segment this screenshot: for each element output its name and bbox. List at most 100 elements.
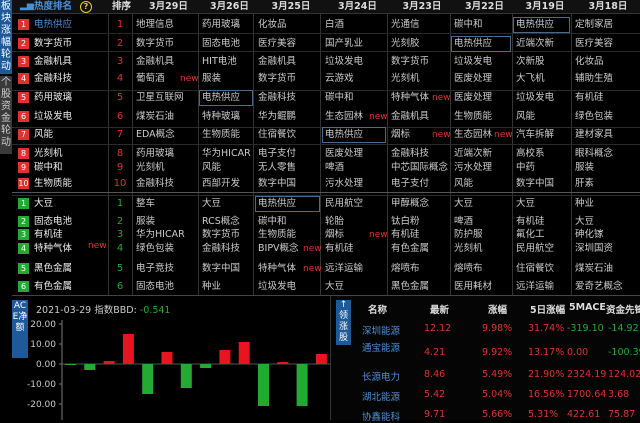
sector-cell[interactable]: 汽车拆解 — [516, 129, 555, 140]
ranked-sector[interactable]: 垃圾发电 — [34, 111, 73, 122]
sector-cell[interactable]: 华为鲲鹏 — [258, 111, 297, 122]
ranked-sector[interactable]: 有机硅 — [34, 229, 63, 240]
ranked-sector[interactable]: 碳中和 — [34, 162, 63, 173]
sector-cell[interactable]: 药用玻璃 — [136, 148, 175, 159]
sector-cell[interactable]: 氟化工 — [516, 229, 545, 240]
sector-cell[interactable]: 啤酒 — [454, 216, 474, 227]
ranked-sector[interactable]: 黑色金属 — [34, 263, 73, 274]
sector-cell[interactable]: 黑色金属 — [391, 281, 430, 292]
sector-cell[interactable]: 爱奇艺概念 — [575, 281, 623, 292]
sector-cell[interactable]: 整车 — [136, 198, 156, 209]
sector-cell[interactable]: 金融科技 — [391, 148, 430, 159]
sector-cell[interactable]: 电热供应 — [451, 36, 511, 52]
sector-cell[interactable]: 华为HICAR — [136, 229, 185, 240]
sector-cell[interactable]: 大豆 — [454, 198, 474, 209]
sector-cell[interactable]: 西部开发 — [202, 178, 241, 189]
ranked-sector[interactable]: 电热供应 — [34, 19, 73, 30]
sector-cell[interactable]: EDA概念 — [136, 129, 175, 140]
sector-cell[interactable]: 葡萄酒 — [136, 73, 165, 84]
sector-cell[interactable]: 有机硅 — [325, 243, 354, 254]
sector-cell[interactable]: 白酒 — [325, 19, 345, 30]
sector-cell[interactable]: 数字中国 — [258, 178, 297, 189]
sector-cell[interactable]: 数字中国 — [516, 178, 555, 189]
tab-leading-stocks[interactable]: ↑ 领涨股 — [336, 300, 351, 345]
tab-sector-rotation[interactable]: 板块涨幅轮动 — [0, 0, 12, 74]
ranked-sector[interactable]: 数字货币 — [34, 38, 73, 49]
ranked-sector[interactable]: 金融机具 — [34, 56, 73, 67]
column-header[interactable]: 5MACE — [569, 302, 606, 313]
ranked-sector[interactable]: 特种气体 — [34, 243, 73, 254]
sector-cell[interactable]: 特种气体 — [391, 92, 430, 103]
sector-cell[interactable]: 近端次新 — [516, 38, 555, 49]
sector-cell[interactable]: 垃圾发电 — [258, 281, 297, 292]
sector-cell[interactable]: 种业 — [575, 198, 595, 209]
sector-cell[interactable]: 电热供应 — [255, 196, 320, 212]
help-icon[interactable]: ? — [80, 1, 92, 13]
sector-cell[interactable]: 电子竞技 — [136, 263, 175, 274]
sector-cell[interactable]: 医用耗材 — [454, 281, 493, 292]
sector-cell[interactable]: 医疗美容 — [258, 38, 297, 49]
sector-cell[interactable]: 大豆 — [325, 281, 345, 292]
sector-cell[interactable]: 光刻机 — [454, 243, 483, 254]
sector-cell[interactable]: 生物质能 — [202, 129, 241, 140]
sector-cell[interactable]: 电子支付 — [258, 148, 297, 159]
sector-cell[interactable]: 金融机具 — [391, 111, 430, 122]
column-header[interactable]: 最新 — [430, 305, 450, 316]
sector-cell[interactable]: 国产乳业 — [325, 38, 364, 49]
sector-cell[interactable]: 生态园林 — [454, 129, 493, 140]
sector-cell[interactable]: 有色金属 — [391, 243, 430, 254]
sector-cell[interactable]: 大豆 — [516, 198, 536, 209]
sector-cell[interactable]: 电热供应 — [322, 127, 386, 143]
sector-cell[interactable]: 熔喷布 — [454, 263, 483, 274]
sector-cell[interactable]: 碳中和 — [325, 92, 354, 103]
sector-cell[interactable]: 眼科概念 — [575, 148, 614, 159]
sector-cell[interactable]: 化妆品 — [258, 19, 287, 30]
sector-cell[interactable]: 数字中国 — [202, 263, 241, 274]
sector-cell[interactable]: 无人零售 — [258, 162, 297, 173]
sector-cell[interactable]: 服装 — [136, 216, 156, 227]
sector-cell[interactable]: 金融科技 — [258, 92, 297, 103]
sector-cell[interactable]: 云游戏 — [325, 73, 354, 84]
sector-cell[interactable]: 固态电池 — [136, 281, 175, 292]
stock-name-link[interactable]: 通宝能源 — [362, 343, 401, 354]
sector-cell[interactable]: 金融机具 — [258, 56, 297, 67]
sector-cell[interactable]: 次新股 — [516, 56, 545, 67]
sector-cell[interactable]: 污水处理 — [325, 178, 364, 189]
sector-cell[interactable]: 金融科技 — [202, 243, 241, 254]
column-header[interactable]: 资金先锋 — [606, 305, 640, 316]
sector-cell[interactable]: 电热供应 — [199, 90, 253, 106]
sector-cell[interactable]: BIPV概念 — [258, 243, 299, 254]
sector-cell[interactable]: 金融科技 — [136, 178, 175, 189]
sector-cell[interactable]: 高校系 — [516, 148, 545, 159]
sector-cell[interactable]: 近端次新 — [454, 148, 493, 159]
stock-name-link[interactable]: 长源电力 — [362, 372, 401, 383]
tab-stock-fund-rotation[interactable]: 个股资金轮动 — [0, 76, 12, 154]
sector-cell[interactable]: 生物质能 — [454, 111, 493, 122]
sector-cell[interactable]: 风能 — [202, 162, 222, 173]
sector-cell[interactable]: 华为HICAR — [202, 148, 251, 159]
sector-cell[interactable]: 光刻机 — [136, 162, 165, 173]
sector-cell[interactable]: HIT电池 — [202, 56, 237, 67]
sector-cell[interactable]: 种业 — [202, 281, 222, 292]
sector-cell[interactable]: 垃圾发电 — [325, 56, 364, 67]
sector-cell[interactable]: 钛白粉 — [391, 216, 420, 227]
sector-cell[interactable]: 绿色包装 — [136, 243, 175, 254]
stock-name-link[interactable]: 湖北能源 — [362, 392, 401, 403]
sector-cell[interactable]: 服装 — [575, 162, 595, 173]
sector-cell[interactable]: 远洋运输 — [516, 281, 555, 292]
tab-ace-net[interactable]: ACE净额 — [12, 300, 28, 358]
sector-cell[interactable]: 大飞机 — [516, 73, 545, 84]
sector-cell[interactable]: 民用航空 — [325, 198, 364, 209]
sector-cell[interactable]: 大豆 — [575, 216, 595, 227]
sector-cell[interactable]: 有机硅 — [516, 216, 545, 227]
sector-cell[interactable]: 中药 — [516, 162, 536, 173]
stock-name-link[interactable]: 深圳能源 — [362, 326, 401, 337]
sector-cell[interactable]: 数字货币 — [136, 38, 175, 49]
sector-cell[interactable]: 风能 — [516, 111, 536, 122]
sector-cell[interactable]: 特种气体 — [258, 263, 297, 274]
sector-cell[interactable]: 医疗美容 — [575, 38, 614, 49]
ranked-sector[interactable]: 有色金属 — [34, 281, 73, 292]
sector-cell[interactable]: 绿色包装 — [575, 111, 614, 122]
ranked-sector[interactable]: 金融科技 — [34, 73, 73, 84]
ranked-sector[interactable]: 大豆 — [34, 198, 54, 209]
